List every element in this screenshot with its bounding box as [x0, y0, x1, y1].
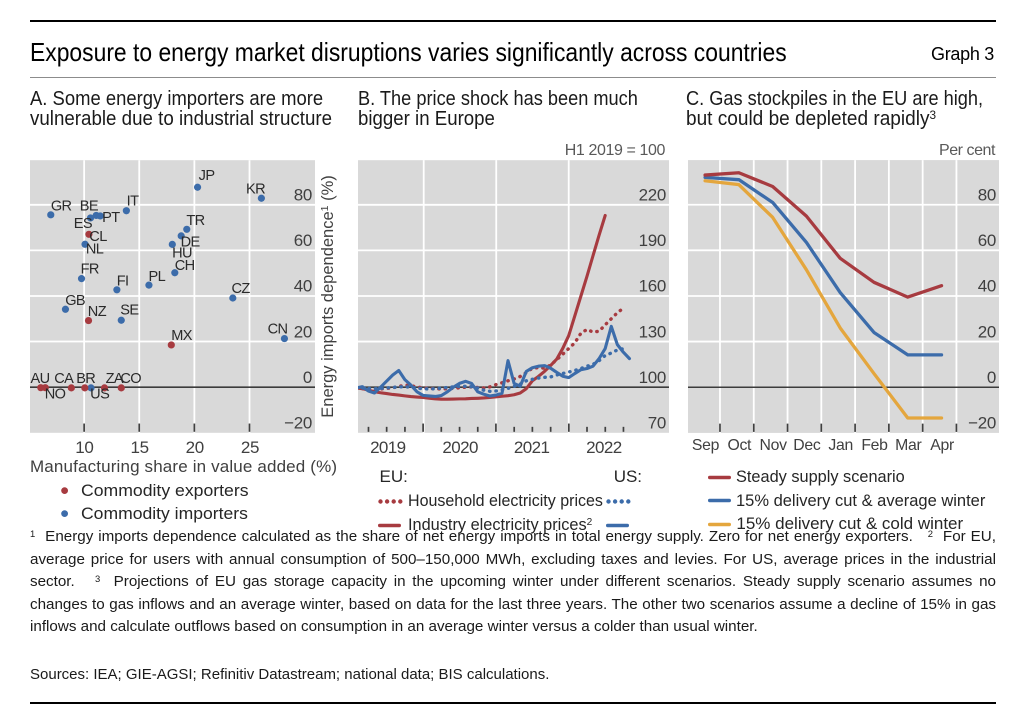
svg-text:CH: CH: [175, 258, 195, 274]
svg-text:FR: FR: [81, 262, 99, 278]
svg-text:NO: NO: [45, 386, 66, 402]
svg-text:60: 60: [978, 231, 996, 250]
svg-text:SE: SE: [120, 303, 139, 319]
svg-text:CZ: CZ: [232, 281, 251, 297]
svg-text:0: 0: [987, 368, 996, 387]
svg-text:MX: MX: [171, 328, 193, 344]
svg-text:Energy imports dependence1 (%): Energy imports dependence1 (%): [319, 175, 337, 417]
svg-text:NL: NL: [86, 241, 104, 257]
svg-text:CN: CN: [268, 321, 288, 337]
svg-text:CL: CL: [89, 229, 107, 245]
svg-text:20: 20: [978, 322, 996, 341]
svg-text:220: 220: [639, 186, 666, 205]
svg-text:NZ: NZ: [88, 304, 107, 320]
svg-text:KR: KR: [246, 181, 265, 197]
svg-text:ES: ES: [74, 216, 93, 232]
svg-text:CO: CO: [121, 371, 142, 387]
svg-text:40: 40: [978, 277, 996, 296]
svg-text:TR: TR: [187, 213, 205, 229]
svg-text:100: 100: [639, 368, 666, 387]
svg-text:40: 40: [294, 277, 312, 296]
svg-text:−20: −20: [969, 414, 997, 433]
svg-text:CA: CA: [54, 371, 74, 387]
svg-text:US: US: [90, 387, 110, 403]
svg-text:BR: BR: [76, 371, 95, 387]
svg-text:190: 190: [639, 231, 666, 250]
svg-text:20: 20: [294, 322, 312, 341]
svg-text:PL: PL: [149, 269, 166, 285]
svg-text:JP: JP: [199, 168, 215, 184]
svg-text:AU: AU: [31, 371, 50, 387]
svg-text:ZA: ZA: [106, 371, 124, 387]
svg-text:−20: −20: [284, 413, 312, 432]
svg-text:PT: PT: [102, 210, 120, 226]
svg-text:80: 80: [294, 186, 312, 205]
svg-text:160: 160: [639, 277, 666, 296]
svg-text:BE: BE: [80, 198, 99, 214]
svg-text:60: 60: [294, 231, 312, 250]
svg-text:0: 0: [303, 368, 312, 387]
svg-text:GB: GB: [65, 293, 85, 309]
svg-text:IT: IT: [127, 193, 139, 209]
svg-text:GR: GR: [51, 199, 72, 215]
svg-text:FI: FI: [117, 273, 129, 289]
svg-text:130: 130: [639, 322, 666, 341]
svg-text:HU: HU: [172, 245, 192, 261]
svg-text:80: 80: [978, 185, 996, 204]
svg-text:DE: DE: [181, 235, 201, 251]
svg-text:70: 70: [648, 413, 666, 432]
